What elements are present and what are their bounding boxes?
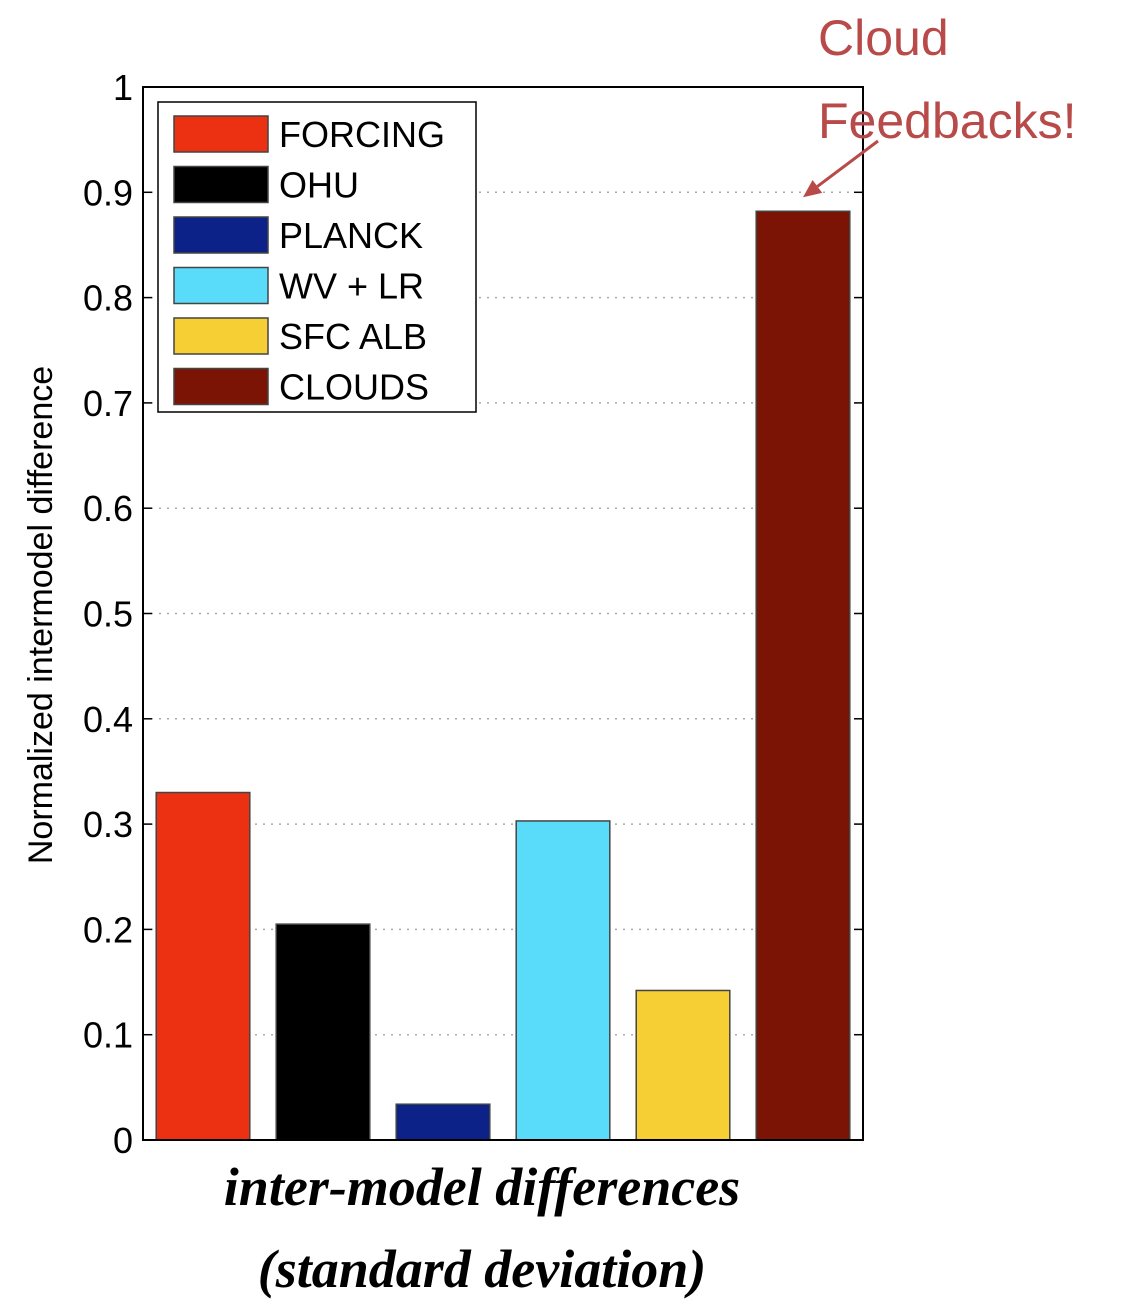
y-tick-label: 0.3 (83, 804, 133, 845)
legend-label: CLOUDS (279, 367, 429, 408)
annotation-arrow (816, 139, 879, 188)
x-axis-label-line-1: inter-model differences (224, 1157, 740, 1217)
bar-wv-lr (515, 820, 611, 1141)
legend-swatch (173, 165, 269, 204)
y-tick-label: 0.5 (83, 594, 133, 635)
bar-planck (395, 1103, 491, 1141)
legend-swatch (173, 317, 269, 355)
y-tick-label: 0.8 (83, 278, 133, 319)
bar-ohu (275, 923, 371, 1141)
y-tick-label: 0.1 (83, 1015, 133, 1056)
bar-clouds (755, 210, 851, 1141)
legend-label: SFC ALB (279, 316, 427, 357)
annotation-arrowhead (803, 180, 823, 198)
legend-swatch (173, 216, 269, 254)
annotation-text-line-2: Feedbacks! (818, 93, 1076, 149)
legend-swatch (173, 367, 269, 406)
bars (155, 210, 851, 1141)
y-tick-label: 0.7 (83, 383, 133, 424)
legend: FORCING OHU PLANCK WV + LR SFC ALB CLOUDS (157, 101, 477, 413)
legend-box (157, 101, 477, 413)
annotation-text-line-1: Cloud (818, 10, 949, 66)
annotation: Cloud Feedbacks! (803, 10, 1076, 198)
bar-sfc-alb (635, 989, 731, 1141)
legend-label: OHU (279, 165, 359, 206)
y-tick-label: 1 (113, 67, 133, 108)
x-axis-label-line-2: (standard deviation) (258, 1239, 707, 1299)
legend-swatch (173, 115, 269, 153)
y-tick-label: 0.2 (83, 909, 133, 950)
y-axis-ticks: 0 0.1 0.2 0.3 0.4 0.5 0.6 0.7 0.8 0.9 1 (83, 67, 863, 1161)
legend-label: WV + LR (279, 266, 424, 307)
y-tick-label: 0.6 (83, 488, 133, 529)
bar-forcing (155, 791, 251, 1141)
legend-label: PLANCK (279, 215, 423, 256)
legend-swatch (173, 266, 269, 305)
y-tick-label: 0.4 (83, 699, 133, 740)
y-tick-label: 0 (113, 1120, 133, 1161)
y-tick-label: 0.9 (83, 172, 133, 213)
y-axis-label: Normalized intermodel difference (22, 366, 60, 864)
legend-label: FORCING (279, 114, 445, 155)
